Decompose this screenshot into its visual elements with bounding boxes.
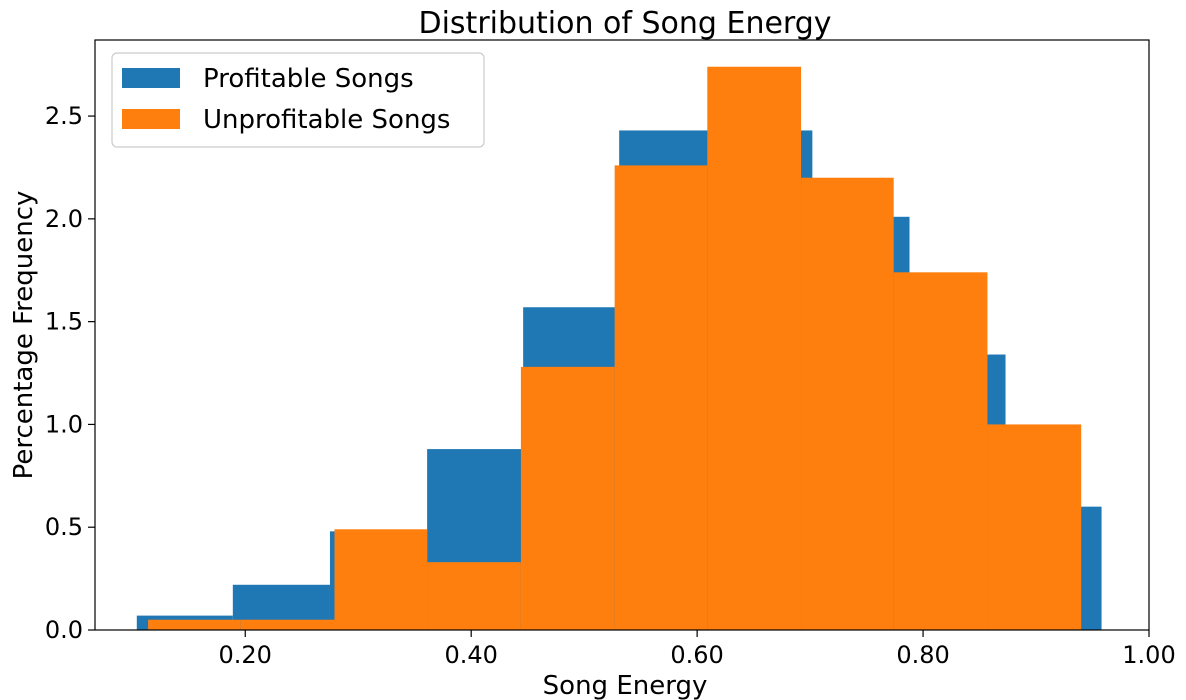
bar-series1-bin7 (801, 177, 894, 630)
y-tick-label: 2.5 (45, 102, 83, 130)
y-tick-label: 0.0 (45, 616, 83, 644)
chart-title: Distribution of Song Energy (418, 6, 831, 41)
bar-series1-bin6 (707, 66, 802, 631)
x-tick-label: 1.00 (1122, 641, 1175, 669)
bars-layer (136, 66, 1102, 631)
legend-swatch-profitable (122, 68, 180, 88)
bar-series1-bin2 (334, 529, 428, 630)
legend-swatch-unprofitable (122, 109, 180, 129)
x-tick-label: 0.20 (219, 641, 272, 669)
bar-series1-bin8 (893, 272, 988, 630)
bar-series1-bin3 (427, 562, 521, 630)
y-tick-label: 2.0 (45, 205, 83, 233)
legend-label-unprofitable: Unprofitable Songs (203, 105, 450, 135)
bar-series1-bin4 (520, 366, 615, 630)
legend-box (111, 52, 485, 148)
x-axis: 0.20 0.40 0.60 0.80 1.00 (219, 630, 1176, 669)
bar-series1-bin1 (240, 619, 335, 630)
bar-series1-bin9 (987, 424, 1082, 630)
bar-series1-bin0 (148, 619, 241, 630)
plot-frame (94, 39, 1150, 631)
y-axis-title: Percentage Frequency (9, 191, 39, 480)
x-axis-title: Song Energy (543, 671, 708, 700)
legend-label-profitable: Profitable Songs (203, 64, 414, 94)
y-tick-label: 0.5 (45, 513, 83, 541)
y-tick-label: 1.0 (45, 410, 83, 438)
x-tick-label: 0.80 (896, 641, 949, 669)
y-tick-label: 1.5 (45, 308, 83, 336)
legend: Profitable Songs Unprofitable Songs (111, 52, 485, 148)
y-axis: 0.0 0.5 1.0 1.5 2.0 2.5 (45, 102, 95, 644)
x-tick-label: 0.60 (670, 641, 723, 669)
bar-series1-bin5 (614, 165, 708, 630)
x-tick-label: 0.40 (444, 641, 497, 669)
